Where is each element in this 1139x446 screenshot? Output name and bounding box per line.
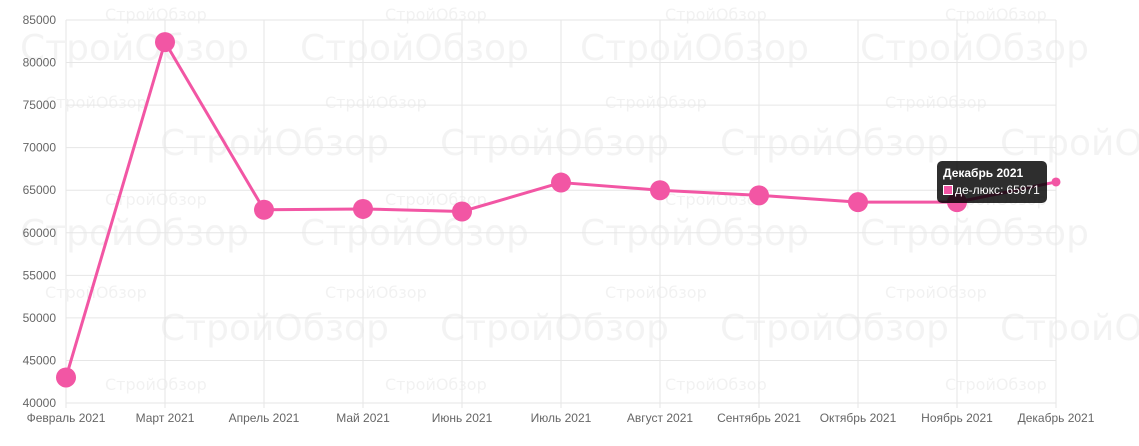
watermark-text: СтройОбзор <box>860 213 1089 254</box>
y-tick-label: 70000 <box>23 141 57 155</box>
watermark-text: СтройОбзор <box>440 123 669 164</box>
y-tick-label: 40000 <box>23 396 57 410</box>
watermark-text: СтройОбзор <box>105 375 207 394</box>
y-tick-label: 55000 <box>23 268 57 282</box>
data-point[interactable] <box>353 198 373 219</box>
x-tick-label: Октябрь 2021 <box>820 411 897 425</box>
y-tick-label: 45000 <box>23 353 57 367</box>
data-point[interactable] <box>650 180 670 201</box>
data-point[interactable] <box>1051 177 1061 187</box>
watermark-text: СтройОбзор <box>325 93 427 112</box>
watermark-text: СтройОбзор <box>45 93 147 112</box>
watermark-text: СтройОбзор <box>945 5 1047 24</box>
watermark-text: СтройОбзор <box>665 375 767 394</box>
watermark-text: СтройОбзор <box>1000 123 1139 164</box>
chart-tooltip: Декабрь 2021 де-люкс: 65971 <box>937 161 1047 203</box>
watermark-text: СтройОбзор <box>160 123 389 164</box>
x-tick-label: Сентябрь 2021 <box>717 411 801 425</box>
y-tick-label: 75000 <box>23 98 57 112</box>
watermark-text: СтройОбзор <box>580 213 809 254</box>
y-tick-label: 80000 <box>23 56 57 70</box>
x-tick-label: Август 2021 <box>627 411 693 425</box>
y-tick-label: 60000 <box>23 226 57 240</box>
y-tick-label: 50000 <box>23 311 57 325</box>
data-point[interactable] <box>848 192 868 213</box>
watermark-text: СтройОбзор <box>300 213 529 254</box>
data-point[interactable] <box>56 367 76 388</box>
data-point[interactable] <box>254 199 274 220</box>
watermark-text: СтройОбзор <box>665 5 767 24</box>
watermark-text: СтройОбзор <box>385 190 487 209</box>
watermark-text: СтройОбзор <box>440 308 669 349</box>
x-tick-label: Июль 2021 <box>531 411 592 425</box>
watermark-text: СтройОбзор <box>385 5 487 24</box>
x-tick-label: Апрель 2021 <box>229 411 300 425</box>
x-tick-label: Май 2021 <box>336 411 390 425</box>
watermark-text: СтройОбзор <box>720 308 949 349</box>
watermark-text: СтройОбзор <box>105 190 207 209</box>
watermark-text: СтройОбзор <box>105 5 207 24</box>
y-axis: 40000 45000 50000 55000 60000 65000 70000 75000… <box>23 13 57 410</box>
x-tick-label: Март 2021 <box>136 411 195 425</box>
tooltip-row: де-люкс: 65971 <box>943 183 1040 197</box>
watermark-text: СтройОбзор <box>945 375 1047 394</box>
watermark-layer: СтройОбзор СтройОбзор СтройОбзор СтройОбзор… <box>20 5 1139 394</box>
watermark-text: СтройОбзор <box>720 123 949 164</box>
x-axis: Февраль 2021 Март 2021 Апрель 2021 Май 2021… <box>27 411 1095 425</box>
data-point[interactable] <box>551 172 571 193</box>
watermark-text: СтройОбзор <box>160 308 389 349</box>
x-tick-label: Февраль 2021 <box>27 411 106 425</box>
watermark-text: СтройОбзор <box>885 93 987 112</box>
watermark-text: СтройОбзор <box>885 283 987 302</box>
x-tick-label: Ноябрь 2021 <box>921 411 993 425</box>
data-point[interactable] <box>452 201 472 222</box>
watermark-text: СтройОбзор <box>605 93 707 112</box>
y-tick-label: 85000 <box>23 13 57 27</box>
watermark-text: СтройОбзор <box>45 283 147 302</box>
watermark-text: СтройОбзор <box>325 283 427 302</box>
x-tick-label: Декабрь 2021 <box>1018 411 1095 425</box>
tooltip-value: 65971 <box>1006 183 1040 197</box>
tooltip-title: Декабрь 2021 <box>943 166 1024 180</box>
watermark-text: СтройОбзор <box>20 213 249 254</box>
x-tick-label: Июнь 2021 <box>432 411 493 425</box>
watermark-text: СтройОбзор <box>605 283 707 302</box>
watermark-text: СтройОбзор <box>385 375 487 394</box>
y-tick-label: 65000 <box>23 183 57 197</box>
data-point[interactable] <box>155 32 175 53</box>
watermark-text: СтройОбзор <box>1000 308 1139 349</box>
tooltip-series-name: де-люкс <box>955 183 1001 197</box>
tooltip-color-swatch <box>943 185 953 195</box>
data-point[interactable] <box>749 185 769 206</box>
